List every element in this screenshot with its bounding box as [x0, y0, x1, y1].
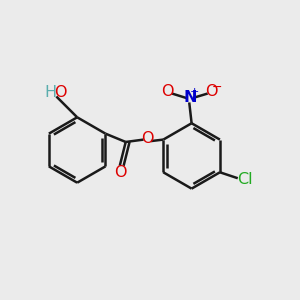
Text: O: O — [205, 84, 217, 99]
Text: H: H — [44, 85, 56, 100]
Text: O: O — [141, 130, 153, 146]
Text: O: O — [114, 165, 127, 180]
Text: Cl: Cl — [237, 172, 253, 187]
Text: +: + — [190, 87, 199, 97]
Text: O: O — [162, 84, 174, 99]
Text: N: N — [183, 90, 196, 105]
Text: −: − — [212, 80, 222, 94]
Text: O: O — [54, 85, 67, 100]
